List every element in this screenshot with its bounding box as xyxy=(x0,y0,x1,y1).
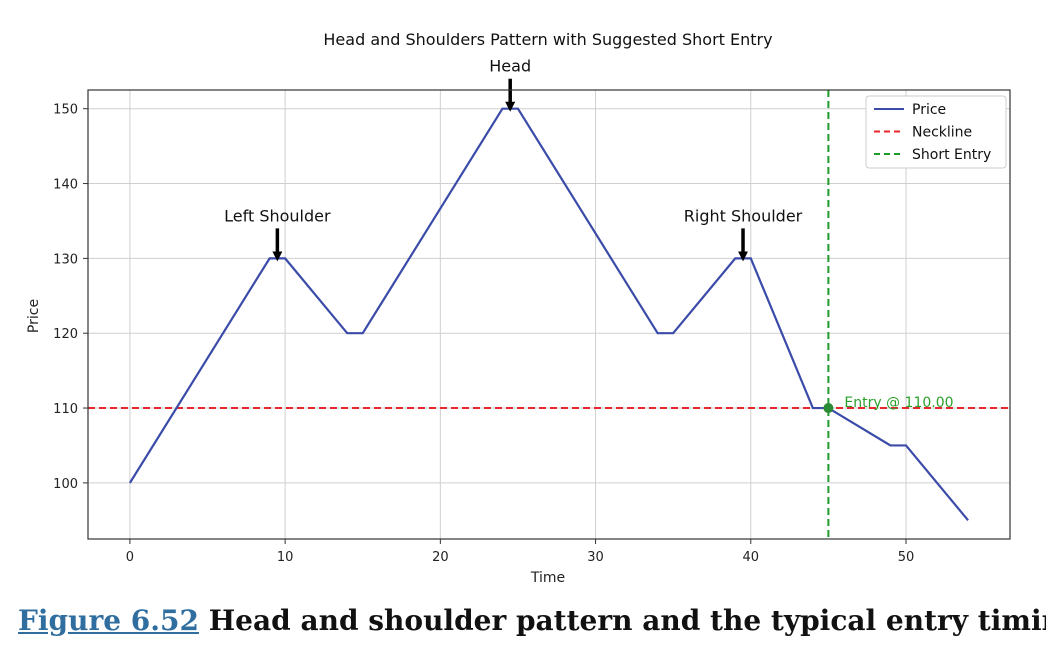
figure-caption: Figure 6.52 Head and shoulder pattern an… xyxy=(18,604,1046,637)
x-tick-label: 30 xyxy=(587,550,604,565)
y-tick-label: 100 xyxy=(53,477,78,492)
y-tick-label: 130 xyxy=(53,252,78,267)
price-line xyxy=(128,107,969,521)
annotation-label: Left Shoulder xyxy=(224,206,331,225)
figure-link[interactable]: Figure 6.52 xyxy=(18,604,199,637)
entry-point-marker xyxy=(823,403,834,414)
chart-title: Head and Shoulders Pattern with Suggeste… xyxy=(323,30,772,49)
y-tick-label: 150 xyxy=(53,103,78,118)
y-tick-label: 120 xyxy=(53,327,78,342)
x-axis-label: Time xyxy=(530,570,565,586)
annotation-label: Head xyxy=(489,57,531,76)
x-tick-label: 0 xyxy=(126,550,134,565)
tick-layer: 0 10 20 30 40 50 100 110 120 130 140 150 xyxy=(53,103,914,565)
x-tick-label: 20 xyxy=(432,550,449,565)
legend-label: Neckline xyxy=(912,125,972,141)
entry-point-label: Entry @ 110.00 xyxy=(844,395,953,411)
x-tick-label: 10 xyxy=(277,550,294,565)
x-tick-label: 40 xyxy=(743,550,760,565)
head-and-shoulders-chart: Head and Shoulders Pattern with Suggeste… xyxy=(26,30,1011,586)
legend-box xyxy=(865,95,1007,169)
reference-lines xyxy=(88,90,1010,539)
y-tick-label: 110 xyxy=(53,402,78,417)
caption-text: Head and shoulder pattern and the typica… xyxy=(198,604,1046,637)
x-tick-label: 50 xyxy=(898,550,915,565)
plot-frame xyxy=(87,89,1011,540)
y-tick-label: 140 xyxy=(53,178,78,193)
legend-label: Short Entry xyxy=(912,147,991,163)
annotation-layer: Head Left Shoulder Right Shoulder xyxy=(224,57,803,262)
series-layer: Entry @ 110.00 xyxy=(128,107,969,521)
annotation-label: Right Shoulder xyxy=(684,206,803,225)
legend: Price Neckline Short Entry xyxy=(865,95,1007,169)
y-axis-label: Price xyxy=(26,299,42,333)
legend-label: Price xyxy=(912,102,946,118)
